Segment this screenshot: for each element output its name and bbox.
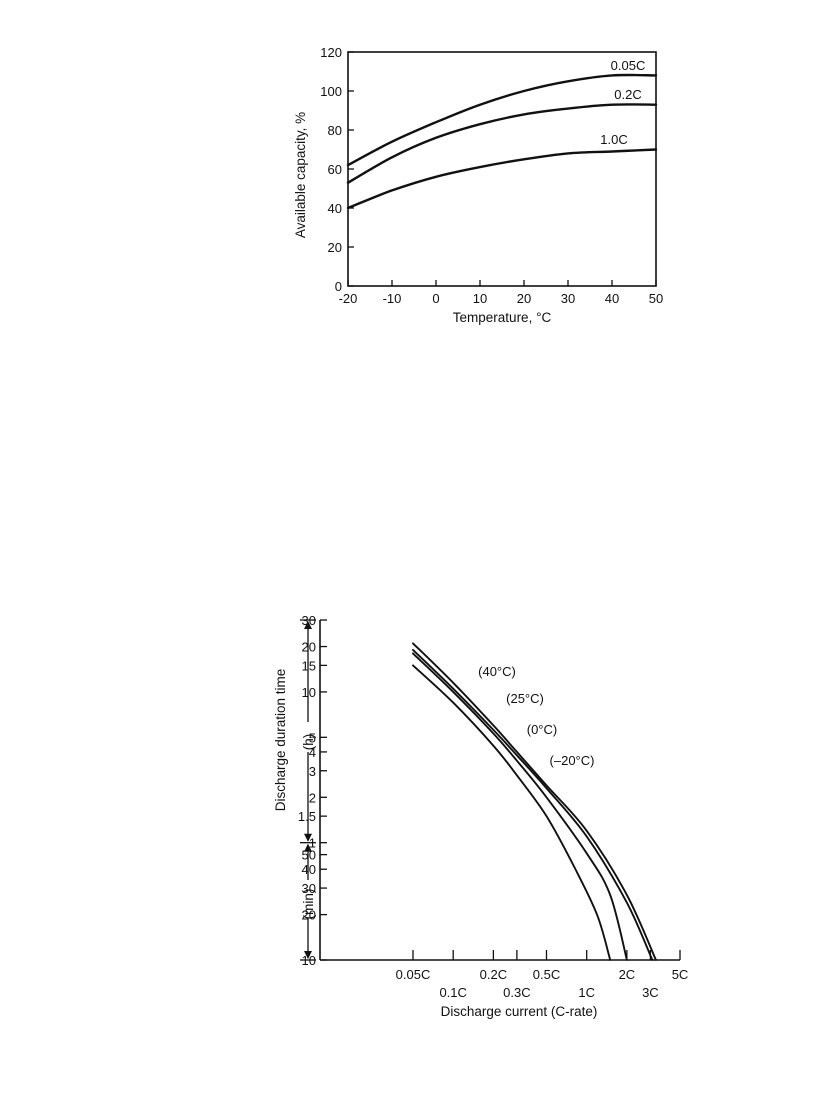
series-label: (–20°C): [550, 753, 595, 768]
x-tick-label: 30: [561, 291, 575, 306]
series-label: (40°C): [478, 664, 516, 679]
series-label: (25°C): [506, 691, 544, 706]
series-line: [412, 664, 612, 961]
x-tick-label: 3C: [642, 985, 659, 1000]
arrow-down-icon: [304, 951, 312, 959]
x-tick-label: 5C: [672, 967, 689, 982]
arrow-down-icon: [304, 833, 312, 842]
y-tick-label-minutes: 20: [302, 908, 316, 923]
x-axis-title: Discharge current (C-rate): [441, 1004, 598, 1019]
series-line: [346, 148, 658, 210]
y-tick-label-minutes: 30: [302, 881, 316, 896]
x-tick-label: 0.05C: [396, 967, 431, 982]
arrow-up-icon: [304, 843, 312, 852]
y-unit-minutes: (min): [301, 889, 316, 920]
x-tick-label: 10: [473, 291, 487, 306]
y-tick-label-hours: 20: [302, 640, 316, 655]
series-label: (0°C): [527, 722, 557, 737]
x-tick-label: 2C: [619, 967, 636, 982]
x-tick-label: 0.2C: [480, 967, 507, 982]
x-tick-label: 50: [649, 291, 663, 306]
series-line: [346, 103, 658, 184]
y-tick-label: 20: [328, 240, 342, 255]
y-tick-label-hours: 3: [309, 764, 316, 779]
x-tick-label: 40: [605, 291, 619, 306]
y-tick-label-hours: 4: [309, 745, 316, 760]
y-tick-label: 100: [320, 84, 342, 99]
x-tick-label: 0.5C: [533, 967, 560, 982]
series-line: [412, 652, 628, 961]
x-tick-label: 0.3C: [503, 985, 530, 1000]
x-tick-label: 0: [432, 291, 439, 306]
x-tick-label: 0.1C: [439, 985, 466, 1000]
y-tick-label-hours: 10: [302, 685, 316, 700]
series-line: [412, 642, 657, 961]
y-tick-label: 0: [335, 279, 342, 294]
x-tick-label: 20: [517, 291, 531, 306]
y-tick-label: 80: [328, 123, 342, 138]
y-tick-label-hours: 5: [309, 730, 316, 745]
y-tick-label-hours: 15: [302, 658, 316, 673]
y-unit-hours: (h): [301, 734, 316, 751]
series-label: 0.05C: [611, 58, 646, 73]
x-axis-title: Temperature, °C: [453, 310, 552, 325]
y-axis-title: Discharge duration time: [273, 669, 288, 812]
x-tick-label: 1C: [578, 985, 595, 1000]
series-label: 1.0C: [600, 132, 627, 147]
series-line: [346, 73, 658, 167]
x-tick-label: -20: [339, 291, 358, 306]
y-tick-label: 40: [328, 201, 342, 216]
x-tick-label: -10: [383, 291, 402, 306]
y-tick-label-hours: 2: [309, 790, 316, 805]
y-tick-label: 60: [328, 162, 342, 177]
arrow-up-icon: [304, 621, 312, 629]
series-label: 0.2C: [614, 87, 641, 102]
capacity-temperature-chart: -20 -10 0 10 20 30 40 50 0 20 40 60 80 100 120 Temperat…: [293, 45, 663, 325]
y-tick-label: 120: [320, 45, 342, 60]
y-axis-title: Available capacity, %: [293, 112, 308, 238]
y-tick-label-minutes: 40: [302, 862, 316, 877]
y-tick-label-hours: 1.5: [298, 809, 316, 824]
series-line: [412, 648, 654, 961]
